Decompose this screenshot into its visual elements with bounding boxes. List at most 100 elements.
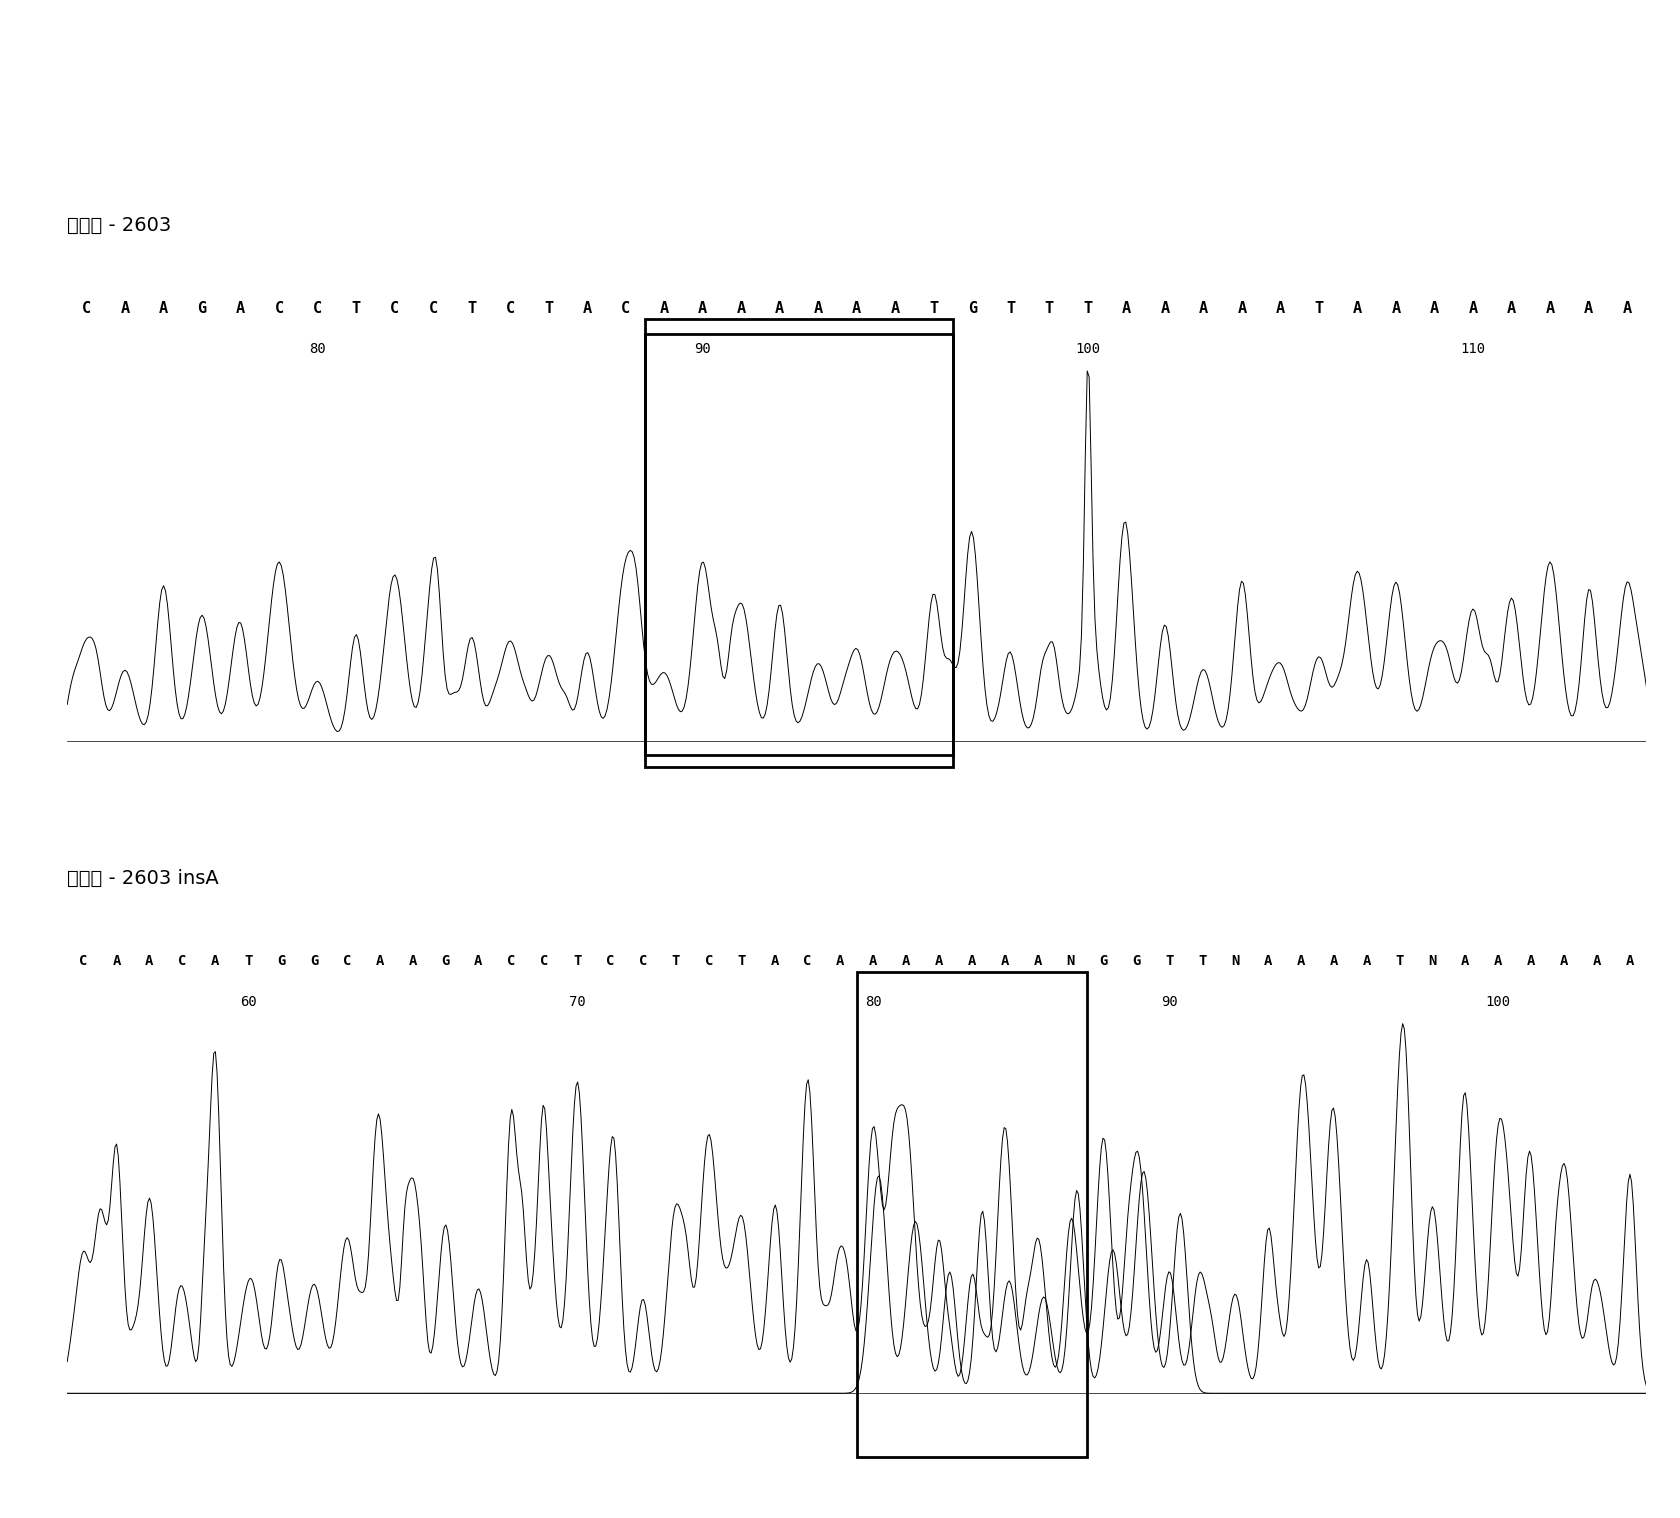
Text: N: N	[1067, 953, 1075, 968]
Text: T: T	[738, 953, 746, 968]
Text: A: A	[1001, 953, 1010, 968]
Text: T: T	[1006, 301, 1015, 316]
Text: T: T	[544, 301, 553, 316]
Text: A: A	[121, 301, 129, 316]
Text: A: A	[1238, 301, 1247, 316]
Text: C: C	[343, 953, 351, 968]
Text: 变异体 - 2603 insA: 变异体 - 2603 insA	[67, 868, 218, 888]
Text: A: A	[1507, 301, 1515, 316]
Text: G: G	[1132, 953, 1141, 968]
Text: A: A	[852, 301, 862, 316]
Text: 100: 100	[1075, 342, 1100, 357]
Text: A: A	[376, 953, 385, 968]
Text: A: A	[212, 953, 220, 968]
Text: T: T	[1166, 953, 1174, 968]
Text: A: A	[1352, 301, 1362, 316]
Text: T: T	[1198, 953, 1206, 968]
Text: C: C	[428, 301, 438, 316]
Text: A: A	[1362, 953, 1371, 968]
Text: A: A	[1546, 301, 1554, 316]
Text: T: T	[1045, 301, 1053, 316]
Text: 80: 80	[309, 342, 326, 357]
Text: 野生型 - 2603: 野生型 - 2603	[67, 216, 171, 235]
Text: C: C	[507, 953, 516, 968]
Text: C: C	[274, 301, 284, 316]
Text: A: A	[699, 301, 707, 316]
Text: T: T	[672, 953, 680, 968]
Text: G: G	[277, 953, 286, 968]
Text: A: A	[1468, 301, 1478, 316]
Text: 90: 90	[694, 342, 711, 357]
Text: 80: 80	[865, 994, 882, 1009]
Text: A: A	[1329, 953, 1337, 968]
Text: A: A	[771, 953, 780, 968]
Text: A: A	[774, 301, 785, 316]
Text: T: T	[1314, 301, 1324, 316]
Text: G: G	[968, 301, 976, 316]
Text: A: A	[1623, 301, 1631, 316]
Text: 100: 100	[1485, 994, 1510, 1009]
Text: A: A	[1584, 301, 1593, 316]
Text: N: N	[1428, 953, 1436, 968]
Text: 90: 90	[1161, 994, 1178, 1009]
Text: A: A	[1122, 301, 1131, 316]
Text: A: A	[1462, 953, 1470, 968]
Text: A: A	[869, 953, 877, 968]
Text: T: T	[244, 953, 252, 968]
Text: A: A	[1200, 301, 1208, 316]
Text: A: A	[1593, 953, 1601, 968]
Text: A: A	[113, 953, 121, 968]
Text: A: A	[968, 953, 976, 968]
Text: A: A	[890, 301, 900, 316]
Text: A: A	[144, 953, 153, 968]
Text: C: C	[606, 953, 615, 968]
Text: A: A	[934, 953, 942, 968]
Text: T: T	[1396, 953, 1404, 968]
Text: A: A	[1391, 301, 1401, 316]
Text: A: A	[1494, 953, 1502, 968]
Text: T: T	[573, 953, 581, 968]
Text: C: C	[803, 953, 811, 968]
Text: A: A	[1275, 301, 1285, 316]
Text: T: T	[351, 301, 361, 316]
Text: C: C	[79, 953, 87, 968]
Text: C: C	[312, 301, 323, 316]
Text: A: A	[1626, 953, 1635, 968]
Text: 70: 70	[570, 994, 586, 1009]
Text: A: A	[1527, 953, 1536, 968]
Text: A: A	[738, 301, 746, 316]
Text: A: A	[813, 301, 823, 316]
Text: A: A	[1033, 953, 1042, 968]
Text: G: G	[442, 953, 450, 968]
Text: 110: 110	[1460, 342, 1485, 357]
Text: G: G	[309, 953, 318, 968]
Text: A: A	[837, 953, 845, 968]
Text: A: A	[474, 953, 482, 968]
Text: C: C	[622, 301, 630, 316]
Text: A: A	[1263, 953, 1272, 968]
Text: G: G	[1099, 953, 1107, 968]
Text: G: G	[198, 301, 207, 316]
Text: C: C	[82, 301, 91, 316]
Text: C: C	[178, 953, 186, 968]
Text: T: T	[929, 301, 939, 316]
Text: A: A	[1430, 301, 1440, 316]
Text: A: A	[660, 301, 669, 316]
Text: C: C	[539, 953, 548, 968]
Text: A: A	[902, 953, 911, 968]
Text: A: A	[235, 301, 245, 316]
Bar	[645, 334, 953, 756]
Text: C: C	[506, 301, 514, 316]
Text: C: C	[390, 301, 400, 316]
Text: T: T	[467, 301, 475, 316]
Text: N: N	[1231, 953, 1240, 968]
Text: 60: 60	[240, 994, 257, 1009]
Text: A: A	[1561, 953, 1569, 968]
Text: A: A	[583, 301, 591, 316]
Text: A: A	[1161, 301, 1169, 316]
Text: C: C	[704, 953, 712, 968]
Text: T: T	[1084, 301, 1092, 316]
Text: C: C	[638, 953, 647, 968]
Text: A: A	[1297, 953, 1305, 968]
Text: A: A	[160, 301, 168, 316]
